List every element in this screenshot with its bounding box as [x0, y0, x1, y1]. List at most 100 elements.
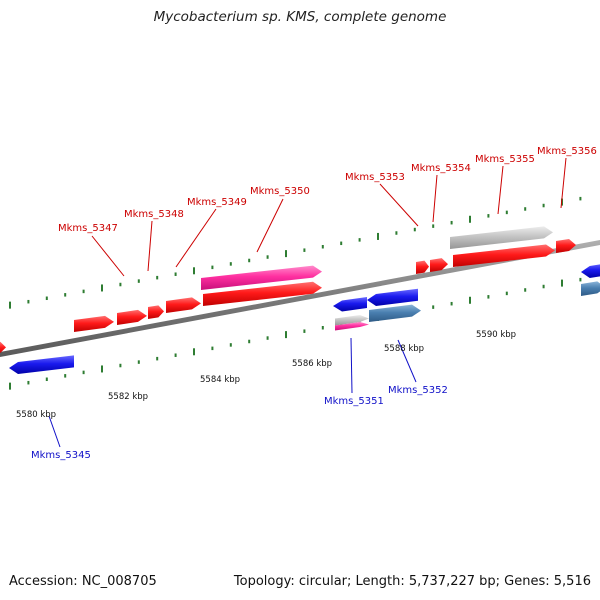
minor-tick [211, 265, 214, 270]
minor-tick [119, 363, 122, 368]
lower-gene-labels: Mkms_5345 Mkms_5351 Mkms_5352 [31, 385, 448, 461]
minor-tick [64, 293, 67, 297]
coordinate-label: 5588 kbp [384, 344, 424, 354]
major-tick [9, 301, 11, 309]
coordinate-label: 5586 kbp [292, 359, 332, 369]
minor-tick [432, 224, 435, 228]
major-tick [285, 331, 287, 339]
minor-tick [524, 288, 527, 292]
gene-arrow [581, 281, 600, 296]
minor-tick [156, 275, 159, 280]
minor-tick [174, 353, 177, 357]
gene-arrow [148, 305, 164, 319]
major-tick [285, 250, 287, 258]
gene-label-mkms-5352[interactable]: Mkms_5352 [388, 385, 448, 396]
gene-label-mkms-5349[interactable]: Mkms_5349 [187, 197, 247, 208]
minor-tick [229, 262, 232, 266]
minor-tick [321, 244, 324, 249]
gene-arrow [416, 260, 429, 274]
gene-arrow [333, 297, 367, 312]
minor-tick [505, 291, 508, 296]
minor-tick [395, 231, 398, 235]
gene-label-mkms-5351[interactable]: Mkms_5351 [324, 396, 384, 407]
major-tick [193, 348, 195, 356]
leader-line [350, 337, 353, 394]
gene-label-mkms-5348[interactable]: Mkms_5348 [124, 209, 184, 220]
gene-arrow [74, 315, 114, 332]
minor-tick [321, 325, 324, 330]
gene-label-mkms-5350[interactable]: Mkms_5350 [250, 186, 310, 197]
minor-tick [156, 356, 159, 361]
minor-tick [505, 210, 508, 215]
leader-line [432, 174, 438, 223]
gene-arrow [117, 309, 147, 325]
coordinate-labels: 5580 kbp 5582 kbp 5584 kbp 5586 kbp 5588… [16, 330, 516, 420]
minor-tick [542, 284, 545, 289]
gene-label-mkms-5355[interactable]: Mkms_5355 [475, 154, 535, 165]
minor-tick [174, 272, 177, 276]
gene-label-mkms-5345[interactable]: Mkms_5345 [31, 450, 91, 461]
coordinate-label: 5590 kbp [476, 330, 516, 340]
minor-tick [27, 380, 30, 385]
minor-tick [524, 207, 527, 211]
gene-arrow [369, 304, 421, 322]
leader-line [497, 165, 504, 215]
minor-tick [413, 227, 416, 232]
gene-label-mkms-5347[interactable]: Mkms_5347 [58, 223, 118, 234]
minor-tick [248, 339, 251, 344]
gene-arrow [9, 355, 74, 374]
leader-line [379, 183, 419, 227]
major-tick [193, 267, 195, 275]
coordinate-label: 5582 kbp [108, 392, 148, 402]
minor-tick [579, 196, 582, 201]
map-title: Mycobacterium sp. KMS, complete genome [153, 9, 447, 25]
major-tick [561, 279, 563, 287]
minor-tick [64, 374, 67, 378]
accession-text: Accession: NC_008705 [9, 574, 157, 589]
gene-arrow [201, 265, 322, 290]
lower-tick-track [9, 277, 582, 390]
gene-arrow [335, 315, 369, 326]
minor-tick [27, 299, 30, 304]
gene-arrow [430, 258, 448, 272]
gene-arrow [0, 341, 6, 353]
leader-line [147, 220, 153, 272]
minor-tick [45, 377, 48, 382]
gene-arrow [450, 226, 553, 249]
major-tick [101, 284, 103, 292]
genome-backbone [0, 240, 600, 357]
minor-tick [487, 295, 490, 299]
minor-tick [248, 258, 251, 263]
minor-tick [487, 214, 490, 218]
leader-line [256, 198, 284, 253]
minor-tick [137, 360, 140, 364]
gene-arrow [203, 281, 322, 306]
minor-tick [229, 343, 232, 347]
minor-tick [266, 255, 269, 259]
minor-tick [358, 238, 361, 242]
leader-line [91, 235, 125, 277]
minor-tick [119, 282, 122, 287]
leader-line [48, 415, 61, 448]
leader-line [560, 157, 567, 209]
gene-arrow [556, 238, 576, 253]
gene-arrow [166, 297, 201, 313]
gene-arrow [453, 244, 555, 267]
minor-tick [137, 279, 140, 283]
leader-line [175, 208, 217, 268]
gene-features [0, 226, 600, 374]
minor-tick [432, 305, 435, 309]
minor-tick [45, 296, 48, 301]
major-tick [469, 296, 471, 304]
minor-tick [340, 241, 343, 246]
gene-label-mkms-5353[interactable]: Mkms_5353 [345, 172, 405, 183]
minor-tick [579, 277, 582, 282]
gene-label-mkms-5354[interactable]: Mkms_5354 [411, 163, 471, 174]
coordinate-label: 5584 kbp [200, 375, 240, 385]
major-tick [9, 382, 11, 390]
gene-label-mkms-5356[interactable]: Mkms_5356 [537, 146, 597, 157]
minor-tick [82, 370, 85, 375]
minor-tick [450, 220, 453, 225]
